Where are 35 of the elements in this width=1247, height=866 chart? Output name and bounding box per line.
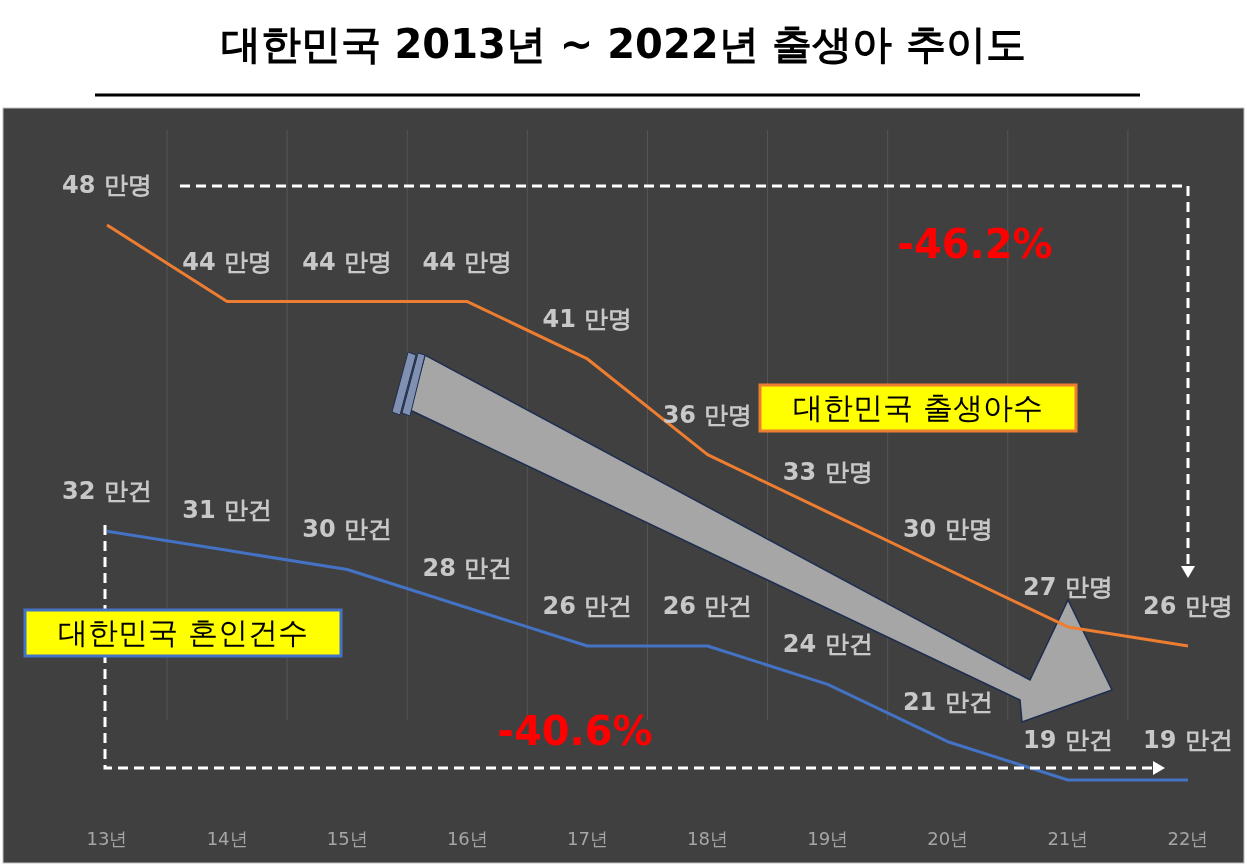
- data-label: 48 만명: [62, 171, 152, 199]
- x-tick-label: 22년: [1167, 828, 1209, 849]
- data-label: 26 만명: [1143, 592, 1233, 621]
- data-label: 19 만건: [1023, 726, 1113, 754]
- data-label: 30 만건: [302, 515, 393, 544]
- x-tick-label: 19년: [807, 828, 849, 849]
- text: 대한민국 출생아수: [793, 390, 1043, 425]
- x-tick-label: 20년: [927, 828, 969, 849]
- annotation: -46.2%: [897, 221, 1053, 267]
- x-tick-label: 15년: [326, 828, 368, 849]
- x-tick-label: 13년: [86, 828, 128, 849]
- series-label: 대한민국 혼인건수: [58, 615, 308, 650]
- data-label: 26 만건: [542, 592, 633, 621]
- data-label: 27 만명: [1023, 572, 1113, 601]
- data-label: 32 만건: [62, 477, 152, 506]
- x-tick-label: 16년: [446, 828, 488, 849]
- data-label: 19 만건: [1143, 726, 1233, 754]
- data-label: 31 만건: [182, 496, 272, 525]
- data-label: 41 만명: [542, 304, 633, 333]
- annotation: -40.6%: [497, 708, 653, 754]
- chart-title: 대한민국 2013년 ~ 2022년 출생아 추이도: [220, 21, 1027, 67]
- data-label: 30 만명: [902, 515, 993, 544]
- x-tick-label: 18년: [687, 828, 729, 849]
- data-label: 36 만명: [662, 400, 753, 429]
- data-label: 28 만건: [422, 553, 513, 582]
- data-label: 44 만명: [302, 247, 393, 276]
- data-label: 24 만건: [782, 630, 873, 659]
- data-label: 44 만명: [182, 247, 272, 276]
- data-label: 21 만건: [902, 687, 993, 716]
- data-label: 26 만건: [662, 592, 753, 621]
- x-tick-label: 17년: [566, 828, 608, 849]
- data-label: 33 만명: [782, 458, 873, 487]
- x-tick-label: 14년: [206, 828, 248, 849]
- x-tick-label: 21년: [1047, 828, 1089, 849]
- data-label: 44 만명: [422, 247, 513, 276]
